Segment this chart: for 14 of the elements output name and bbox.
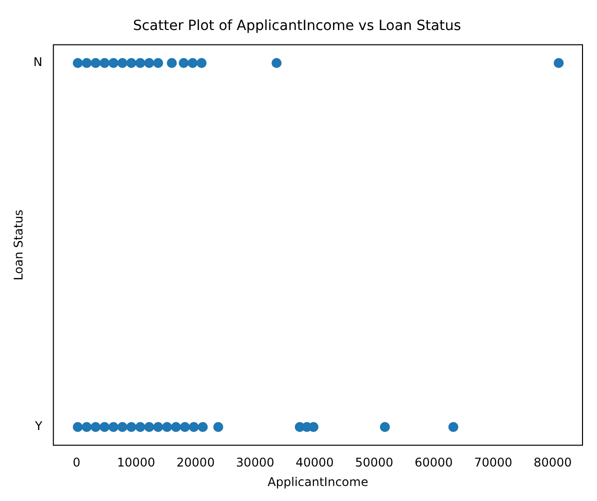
y-tick-label: Y: [34, 419, 44, 434]
x-tick-label: 40000: [296, 456, 334, 470]
x-axis-title: ApplicantIncome: [268, 474, 368, 489]
x-tick-label: 10000: [117, 456, 156, 470]
x-tick-label: 70000: [474, 456, 512, 470]
y-axis-title: Loan Status: [11, 210, 26, 280]
x-tick-label: 0: [72, 456, 80, 470]
x-tick-label: 80000: [534, 456, 572, 470]
x-tick-label: 50000: [355, 456, 394, 470]
x-tick-label: 20000: [176, 456, 215, 470]
y-tick-label: N: [33, 55, 42, 70]
x-tick-label: 60000: [414, 456, 453, 470]
text: Scatter Plot of ApplicantIncome vs Loan Status: [132, 18, 462, 34]
x-tick-label: 30000: [236, 456, 274, 470]
